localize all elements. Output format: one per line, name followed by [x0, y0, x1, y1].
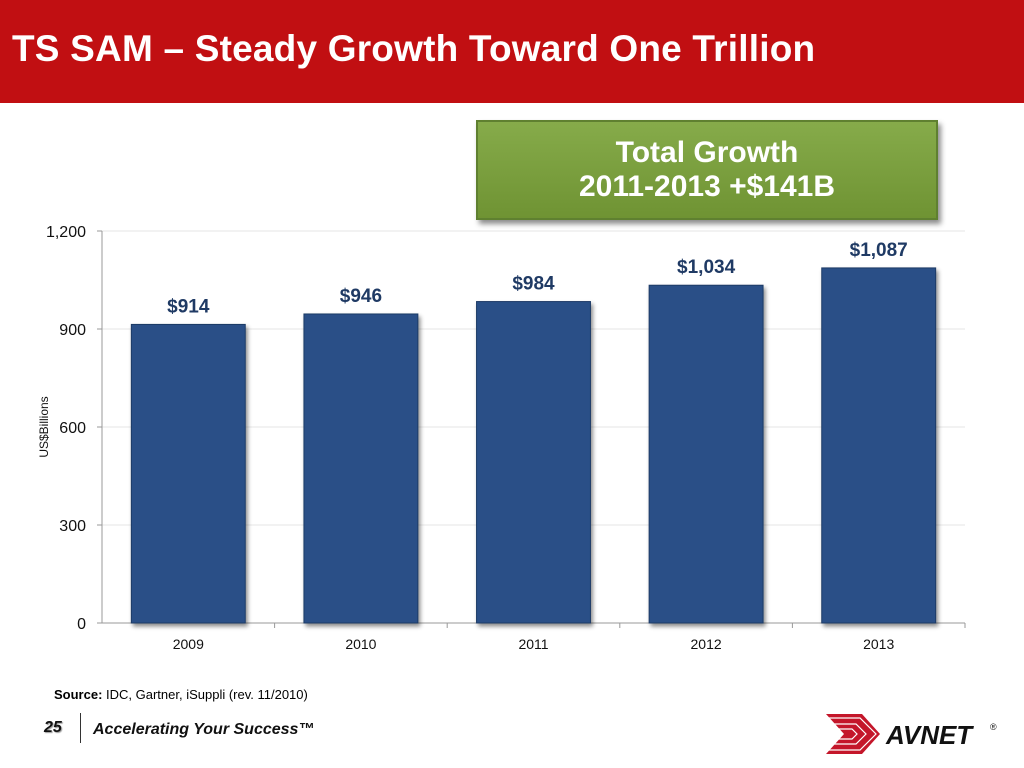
source-text: IDC, Gartner, iSuppli (rev. 11/2010): [102, 687, 308, 702]
page-number: 25: [44, 719, 62, 736]
y-tick-label: 0: [77, 616, 86, 633]
x-tick-label: 2010: [345, 636, 376, 652]
callout-line-2: 2011-2013 +$141B: [578, 170, 836, 203]
bar-2009: [130, 323, 246, 624]
logo-registered-mark: ®: [990, 722, 997, 732]
bar-2013: [821, 267, 937, 624]
slide-title: TS SAM – Steady Growth Toward One Trilli…: [12, 28, 816, 69]
total-growth-callout: Total Growth 2011-2013 +$141B: [476, 120, 938, 220]
bar-chart: 0 300 600 900 1,200 US$Billions $914 2009 $946 20…: [37, 224, 966, 652]
bar-2011: [476, 301, 591, 624]
tagline: Accelerating Your Success™: [93, 721, 315, 738]
title-bar: TS SAM – Steady Growth Toward One Trilli…: [0, 0, 1024, 103]
bar-2012: [648, 284, 764, 624]
avnet-logo: AVNET ®: [824, 714, 997, 754]
y-tick-label: 1,200: [46, 224, 86, 241]
y-tick-label: 600: [59, 420, 86, 437]
x-tick-label: 2012: [691, 636, 722, 652]
data-label-2010: $946: [340, 286, 382, 307]
data-label-2012: $1,034: [677, 257, 736, 278]
logo-stripes: [824, 714, 880, 754]
x-tick-label: 2011: [518, 636, 548, 652]
bar-2010: [303, 313, 419, 624]
callout-line-1: Total Growth: [615, 136, 799, 169]
y-axis-label: US$Billions: [37, 396, 51, 457]
data-label-2011: $984: [512, 274, 555, 295]
data-label-2013: $1,087: [850, 240, 908, 261]
source-label: Source:: [54, 687, 103, 702]
y-tick-label: 900: [59, 322, 86, 339]
y-tick-label: 300: [59, 518, 86, 535]
x-tick-label: 2009: [173, 636, 204, 652]
source-note: Source: IDC, Gartner, iSuppli (rev. 11/2…: [54, 687, 308, 702]
logo-wordmark: AVNET: [885, 720, 974, 750]
footer-divider: [80, 713, 81, 743]
data-label-2009: $914: [167, 296, 210, 317]
x-tick-label: 2013: [863, 636, 894, 652]
